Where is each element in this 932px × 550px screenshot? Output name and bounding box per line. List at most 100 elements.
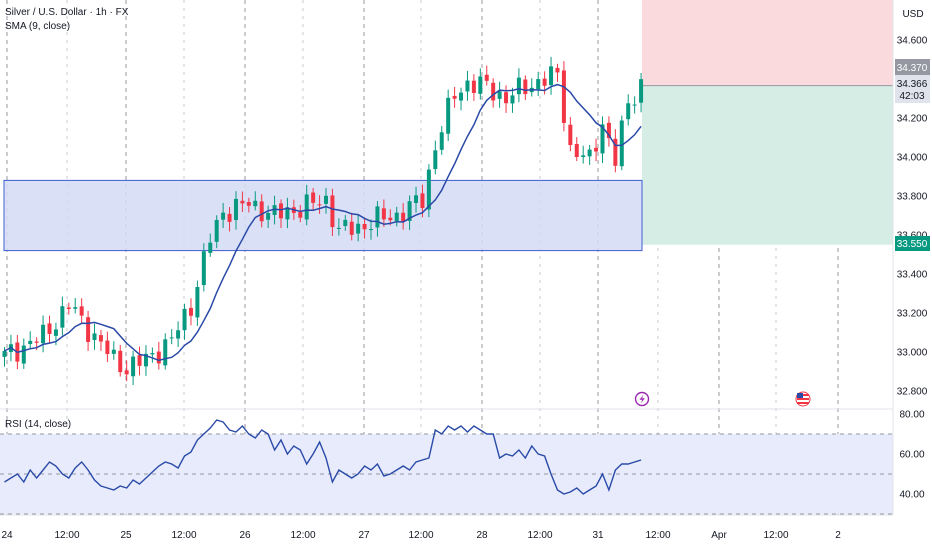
candle-body (246, 202, 251, 206)
rsi-indicator-label[interactable]: RSI (14, close) (5, 419, 71, 430)
candle-body (259, 201, 264, 222)
candle-body (73, 307, 78, 309)
time-tick-label: 12:00 (171, 530, 196, 541)
candle-body (516, 77, 521, 95)
us-flag-icon[interactable] (795, 391, 811, 407)
candle-body (594, 147, 599, 152)
time-tick-label: 31 (592, 530, 604, 541)
lower-price-tag-text: 33.550 (897, 239, 928, 250)
candle-body (439, 132, 444, 150)
lightning-icon[interactable] (634, 391, 650, 407)
candle-body (214, 219, 219, 242)
candle-body (420, 193, 425, 209)
rsi-tick-label: 40.00 (899, 490, 924, 501)
candle-body (356, 223, 361, 234)
candle-body (324, 195, 328, 204)
candle-body (381, 208, 386, 220)
candle-body (446, 97, 451, 134)
candle-body (47, 323, 52, 334)
candle-body (369, 229, 374, 231)
candle-body (2, 351, 7, 357)
candle-body (343, 219, 348, 227)
rsi-tick-label: 80.00 (899, 410, 924, 421)
candle-body (330, 195, 335, 228)
candle-body (233, 198, 238, 221)
time-tick-label: 12:00 (290, 530, 315, 541)
candle-body (587, 149, 592, 157)
candle-body (542, 78, 547, 86)
candle-body (311, 192, 316, 203)
candle-body (536, 79, 541, 90)
candle-body (574, 144, 579, 157)
candle-body (41, 324, 46, 344)
currency-label: USD (902, 9, 923, 20)
candle-body (523, 79, 528, 95)
take-profit-zone[interactable] (642, 85, 893, 245)
candle-body (298, 211, 303, 218)
candle-body (561, 70, 566, 123)
day-separators (6, 0, 839, 515)
sma-indicator-label[interactable]: SMA (9, close) (5, 21, 70, 32)
candle-body (504, 92, 509, 104)
candle-body (317, 204, 322, 206)
candle-body (414, 195, 419, 204)
price-tick-label: 33.200 (897, 309, 928, 320)
time-tick-label: 26 (239, 530, 251, 541)
candle-body (137, 355, 142, 366)
short-position-tool[interactable] (642, 0, 893, 245)
candle-body (156, 351, 161, 364)
time-tick-label: 12:00 (527, 530, 552, 541)
price-tick-label: 34.600 (897, 36, 928, 47)
candle-body (465, 80, 470, 92)
price-tick-label: 34.000 (897, 153, 928, 164)
candle-body (111, 349, 116, 354)
candle-body (375, 206, 380, 228)
candle-body (626, 103, 631, 120)
candle-body (272, 205, 277, 215)
sma-line (4, 83, 642, 362)
candle-body (555, 67, 560, 73)
price-tick-label: 32.800 (897, 387, 928, 398)
candle-body (240, 200, 245, 204)
candle-body (304, 194, 309, 220)
candle-body (227, 213, 232, 222)
candle-body (484, 74, 489, 81)
time-tick-label: 25 (120, 530, 132, 541)
candle-body (201, 251, 206, 286)
candle-body (433, 150, 438, 170)
candle-body (195, 286, 200, 318)
candle-body (221, 212, 226, 220)
candle-body (452, 95, 457, 99)
candle-body (497, 91, 502, 99)
candle-body (182, 308, 187, 331)
candle-body (79, 306, 84, 316)
candle-body (401, 212, 406, 223)
symbol-title[interactable]: Silver / U.S. Dollar · 1h · FX (5, 7, 129, 18)
candle-body (613, 138, 618, 166)
candle-body (619, 120, 624, 167)
time-axis[interactable]: 24 12:00 25 12:00 26 12:00 27 12:00 28 12:00 31 12:… (1, 530, 841, 541)
time-tick-label: 2 (835, 530, 841, 541)
candle-body (34, 341, 39, 343)
candle-body (131, 356, 136, 377)
upper-price-tag: 34.370 (895, 59, 930, 75)
candle-body (124, 370, 129, 375)
candle-body (388, 217, 393, 221)
price-tick-label: 34.200 (897, 114, 928, 125)
candle-body (478, 76, 483, 94)
candle-body (581, 155, 586, 158)
candle-body (549, 66, 554, 86)
candle-body (118, 350, 123, 373)
candle-body (188, 307, 193, 316)
candle-body (362, 224, 367, 230)
time-tick-label: 27 (358, 530, 370, 541)
lower-price-tag: 33.550 (895, 236, 930, 251)
stop-loss-zone[interactable] (642, 0, 893, 86)
candle-body (278, 203, 283, 219)
candle-body (606, 122, 611, 139)
candle-body (336, 227, 341, 229)
price-tick-label: 33.800 (897, 192, 928, 203)
candle-body (491, 82, 496, 101)
support-zone-rectangle[interactable] (3, 179, 643, 252)
